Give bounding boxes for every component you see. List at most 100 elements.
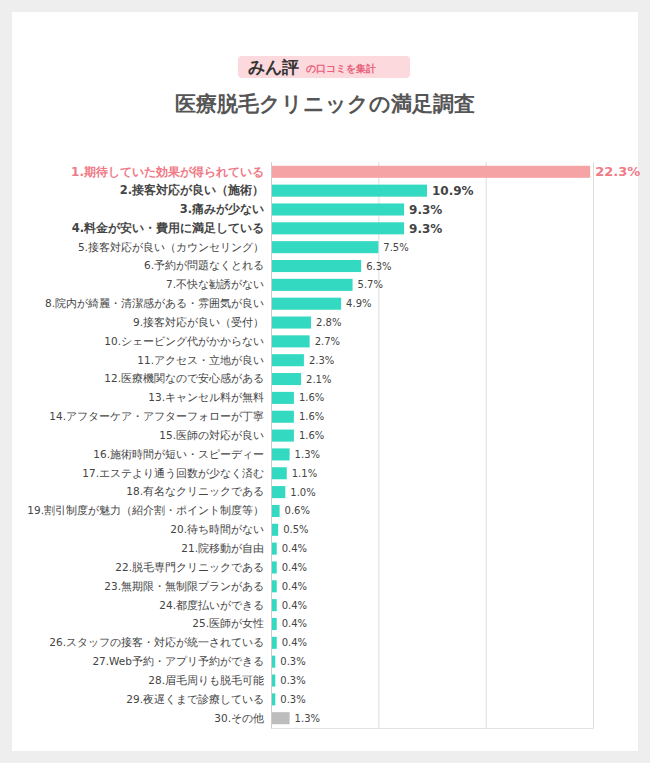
y-tick: 18.有名なクリニックである [126, 485, 271, 497]
data-label: 0.4% [282, 581, 307, 592]
y-tick-label: 3.痛みが少ない [180, 202, 264, 216]
y-tick: 27.Web予約・アプリ予約ができる [92, 655, 271, 667]
y-tick-label: 4.料金が安い・費用に満足している [72, 221, 264, 235]
y-tick: 2.接客対応が良い（施術） [120, 183, 271, 197]
bar [271, 298, 341, 310]
bar [271, 486, 285, 498]
y-tick-label: 26.スタッフの接客・対応が統一されている [49, 636, 264, 648]
data-label: 1.6% [299, 430, 324, 441]
data-label: 1.3% [295, 449, 320, 460]
data-label: 4.9% [346, 298, 371, 309]
data-label: 2.8% [316, 317, 341, 328]
y-tick: 21.院移動が自由 [181, 542, 271, 554]
header-brand: みん評 [248, 57, 299, 77]
y-tick: 11.アクセス・立地が良い [137, 354, 271, 366]
y-tick: 29.夜遅くまで診療している [126, 693, 271, 705]
y-tick: 7.不快な勧誘がない [166, 278, 271, 290]
bar [271, 505, 280, 517]
y-tick-label: 22.脱毛専門クリニックである [115, 561, 264, 573]
data-label: 2.3% [309, 355, 334, 366]
x-tick [271, 162, 272, 728]
grid-line [271, 162, 272, 728]
y-tick-label: 23.無期限・無制限プランがある [104, 580, 264, 592]
data-label: 7.5% [383, 242, 408, 253]
y-tick-label: 28.眉毛周りも脱毛可能 [148, 674, 264, 686]
y-tick-label: 15.医師の対応が良い [159, 429, 264, 441]
y-tick-label: 21.院移動が自由 [181, 542, 264, 554]
y-tick-label: 16.施術時間が短い・スピーディー [93, 448, 264, 460]
y-tick: 20.待ち時間がない [170, 523, 271, 535]
bar [271, 241, 378, 253]
y-tick: 28.眉毛周りも脱毛可能 [148, 674, 271, 686]
x-tick [378, 162, 379, 728]
y-tick-label: 2.接客対応が良い（施術） [120, 183, 264, 197]
data-label: 5.7% [358, 279, 383, 290]
y-tick-label: 9.接客対応が良い（受付） [133, 316, 264, 328]
y-tick-label: 7.不快な勧誘がない [166, 278, 264, 290]
y-tick-label: 10.シェービング代がかからない [104, 335, 264, 347]
data-label: 0.6% [285, 505, 310, 516]
data-label: 6.3% [366, 261, 391, 272]
bar [271, 166, 590, 178]
bar [271, 392, 294, 404]
y-tick-label: 27.Web予約・アプリ予約ができる [92, 655, 264, 667]
y-tick-label: 30.その他 [214, 712, 264, 724]
y-tick: 5.接客対応が良い（カウンセリング） [78, 241, 271, 253]
bar [271, 354, 304, 366]
bar [271, 430, 294, 442]
y-tick: 25.医師が女性 [192, 617, 271, 629]
y-tick: 12.医療機関なので安心感がある [104, 372, 271, 384]
y-tick-label: 20.待ち時間がない [170, 523, 264, 535]
y-tick: 19.割引制度が魅力（紹介割・ポイント制度等） [27, 504, 271, 516]
y-tick-label: 13.キャンセル料が無料 [148, 391, 264, 403]
bar [271, 712, 290, 724]
y-tick-label: 11.アクセス・立地が良い [137, 354, 264, 366]
bar [271, 317, 311, 329]
y-tick-label: 5.接客対応が良い（カウンセリング） [78, 241, 264, 253]
y-tick-label: 29.夜遅くまで診療している [126, 693, 264, 705]
bar [271, 448, 290, 460]
data-label: 0.4% [282, 562, 307, 573]
y-tick: 14.アフターケア・アフターフォローが丁寧 [49, 410, 271, 422]
card [12, 12, 638, 751]
bars [271, 166, 590, 724]
data-label: 0.5% [283, 524, 308, 535]
y-tick-label: 1.期待していた効果が得られている [71, 165, 264, 179]
header: みん評の口コミを集計 [238, 56, 410, 78]
y-tick-label: 12.医療機関なので安心感がある [104, 372, 264, 384]
x-axis [272, 162, 594, 729]
y-tick: 1.期待していた効果が得られている [71, 165, 271, 179]
y-tick-label: 17.エステより通う回数が少なく済む [82, 467, 264, 480]
grid-line [593, 162, 594, 728]
data-label: 1.6% [299, 411, 324, 422]
y-tick: 24.都度払いができる [159, 599, 271, 611]
y-axis-line [271, 163, 272, 729]
bar [271, 185, 427, 197]
data-label: 0.3% [280, 694, 305, 705]
data-label: 9.3% [409, 222, 442, 236]
y-tick: 8.院内が綺麗・清潔感がある・雰囲気が良い [45, 297, 271, 309]
y-tick: 23.無期限・無制限プランがある [104, 580, 271, 592]
y-tick-label: 6.予約が問題なくとれる [144, 259, 264, 271]
bar [271, 260, 361, 272]
y-tick-label: 18.有名なクリニックである [126, 485, 264, 497]
y-tick: 13.キャンセル料が無料 [148, 391, 271, 403]
bar [271, 524, 278, 536]
data-label: 2.7% [315, 336, 340, 347]
y-tick-label: 19.割引制度が魅力（紹介割・ポイント制度等） [27, 504, 264, 516]
data-label: 2.1% [306, 374, 331, 385]
y-axis: 1.期待していた効果が得られている 2.接客対応が良い（施術） 3.痛みが少ない 4.… [27, 163, 271, 729]
y-tick-label: 14.アフターケア・アフターフォローが丁寧 [49, 410, 264, 422]
y-tick: 16.施術時間が短い・スピーディー [93, 448, 271, 460]
data-label: 1.0% [290, 487, 315, 498]
y-tick: 22.脱毛専門クリニックである [115, 561, 271, 573]
y-tick: 9.接客対応が良い（受付） [133, 316, 271, 328]
y-tick-label: 8.院内が綺麗・清潔感がある・雰囲気が良い [45, 297, 264, 309]
bar [271, 203, 404, 215]
data-label: 1.3% [295, 713, 320, 724]
y-tick: 4.料金が安い・費用に満足している [72, 221, 271, 235]
data-label: 0.3% [280, 675, 305, 686]
bar [271, 335, 310, 347]
bar [271, 411, 294, 423]
title: 医療脱毛クリニックの満足調査 [175, 92, 475, 116]
